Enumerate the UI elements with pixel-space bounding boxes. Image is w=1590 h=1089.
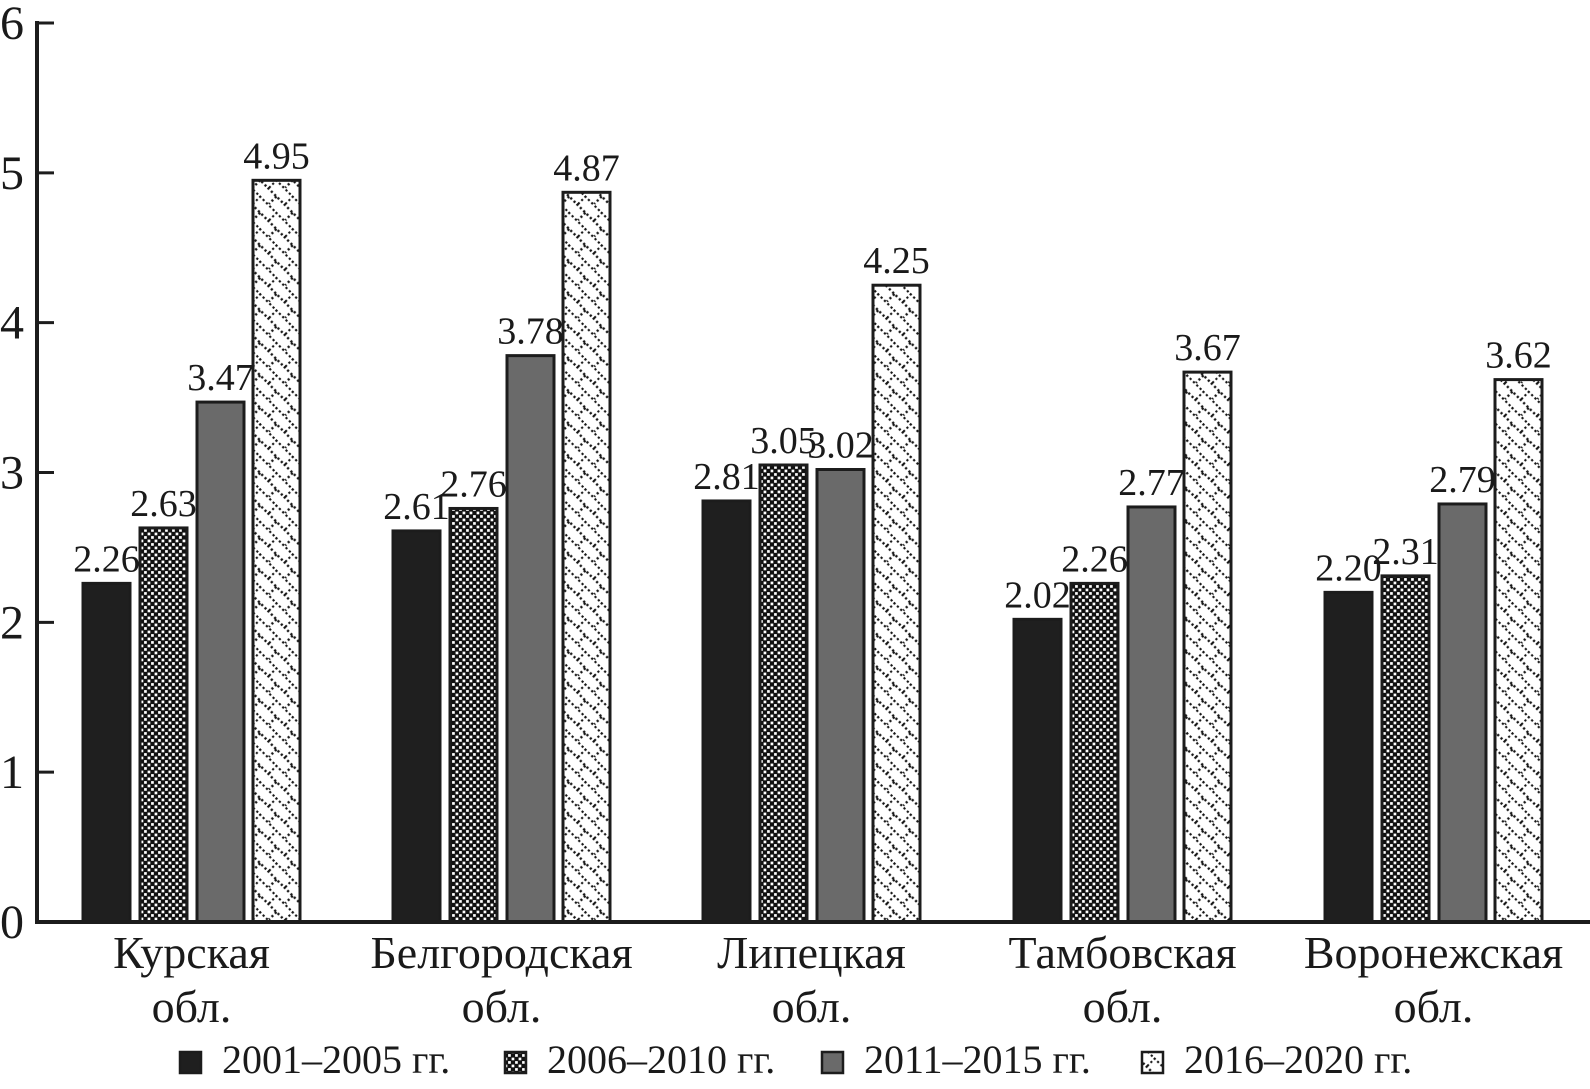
bar [1012,617,1063,924]
axes-layer [35,21,1590,924]
bar [138,526,189,924]
bar-value-label: 2.77 [1118,462,1185,504]
legend-swatch [1140,1050,1165,1075]
y-axis-tick-label: 4 [0,297,24,350]
bar [505,354,556,924]
bar-value-label: 3.67 [1174,327,1241,369]
bar [1380,574,1431,924]
bar [1182,370,1233,924]
bar [701,499,752,924]
legend-label: 2016–2020 гг. [1184,1037,1412,1082]
bar-value-label: 3.47 [187,357,254,399]
bar [251,178,302,924]
bar-value-label: 2.79 [1429,459,1496,501]
bar [561,190,612,924]
y-axis-tick-label: 3 [0,447,24,500]
bar [195,400,246,924]
legend: 2001–2005 гг. 2006–2010 гг. 2011–2015 гг. 2… [178,1037,1412,1082]
bar-value-label: 2.81 [693,456,760,498]
category-label-line2: обл. [1083,981,1163,1032]
bar-value-label: 2.20 [1315,547,1382,589]
bar-value-label: 3.62 [1485,335,1552,377]
bar-value-label: 2.26 [73,538,140,580]
y-axis-tick-label: 1 [0,746,24,799]
y-axis-tick-label: 5 [0,147,24,200]
category-label-line1: Тамбовская [1009,927,1237,978]
legend-label: 2006–2010 гг. [547,1037,775,1082]
bar [1323,590,1374,924]
bar-value-label: 2.61 [383,486,450,528]
bar [758,463,809,924]
bar-value-label: 4.95 [243,135,310,177]
bar-value-label: 3.78 [497,311,564,353]
legend-label: 2011–2015 гг. [864,1037,1091,1082]
legend-label: 2001–2005 гг. [222,1037,450,1082]
category-label-line1: Курская [113,927,270,978]
bar [1126,505,1177,924]
category-label-line2: обл. [152,981,232,1032]
legend-swatch [820,1050,845,1075]
bar [1493,378,1544,924]
category-label-line2: обл. [1394,981,1474,1032]
bar-value-label: 3.05 [750,420,817,462]
bar-value-label: 4.87 [553,147,620,189]
labels-layer: 2.26 2.61 2.81 2.02 2.20 2.63 2.76 3.05 2.26 2.31… [0,0,1563,1032]
bars-layer [81,178,1544,924]
bar-value-label: 3.02 [807,425,874,467]
bar [1069,581,1120,924]
bar-value-label: 2.31 [1372,531,1439,573]
category-label-line1: Белгородская [370,927,632,978]
bar [1437,502,1488,924]
category-label-line2: обл. [462,981,542,1032]
y-axis-tick-label: 6 [0,0,24,50]
bar-value-label: 2.63 [130,483,197,525]
y-axis-tick-label: 0 [0,896,24,949]
bar [815,468,866,924]
category-label-line1: Воронежская [1304,927,1563,978]
bar-value-label: 2.26 [1061,538,1128,580]
y-axis-tick-label: 2 [0,596,24,649]
legend-swatch [178,1050,203,1075]
bar [81,581,132,924]
category-label-line2: обл. [772,981,852,1032]
bar [391,529,442,924]
bar-value-label: 2.76 [440,463,507,505]
legend-swatch [503,1050,528,1075]
category-label-line1: Липецкая [717,927,906,978]
bar [448,506,499,924]
bar-value-label: 4.25 [863,240,930,282]
bar [871,283,922,924]
bar-value-label: 2.02 [1004,574,1071,616]
